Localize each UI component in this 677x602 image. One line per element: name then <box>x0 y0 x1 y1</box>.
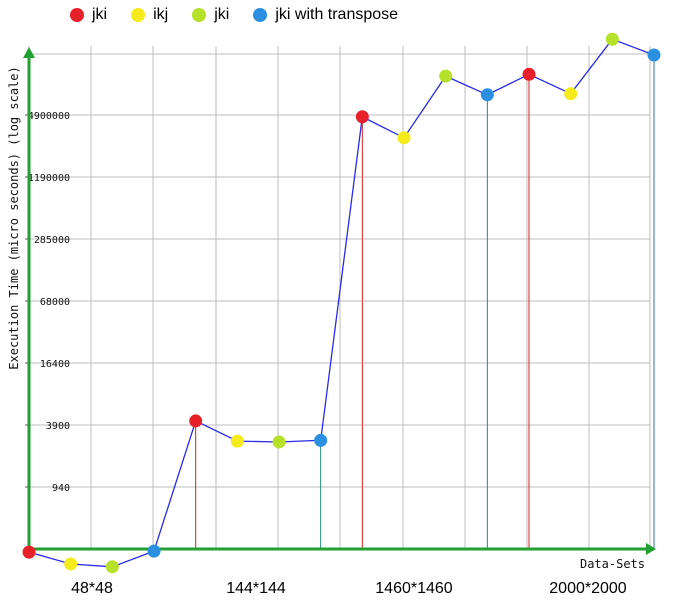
data-point <box>439 69 453 83</box>
legend-label: jki <box>92 6 108 23</box>
data-point <box>105 560 119 574</box>
y-tick-label: 3900 <box>46 421 70 432</box>
data-point <box>480 88 494 102</box>
x-axis-title: Data-Sets <box>580 557 645 571</box>
y-tick-label: 285000 <box>34 235 70 246</box>
y-axis-title: Execution Time (micro seconds) (log scal… <box>7 66 21 369</box>
y-tick-label: 68000 <box>40 297 70 308</box>
legend-label: ikj <box>153 6 169 23</box>
data-point <box>147 544 161 558</box>
series-line <box>28 38 655 568</box>
y-axis-arrow-icon <box>23 47 35 58</box>
legend: jki ikj jki jki with transpose <box>70 6 398 24</box>
legend-item-2: jki <box>192 6 229 24</box>
y-tick-label: 1190000 <box>28 173 70 184</box>
x-axis-arrow-icon <box>646 543 656 555</box>
data-point <box>230 434 244 448</box>
y-tick-label: 940 <box>52 483 70 494</box>
legend-item-3: jki with transpose <box>253 6 398 24</box>
data-point <box>397 131 411 145</box>
data-point <box>564 87 578 101</box>
y-tick-label: 4900000 <box>28 111 70 122</box>
legend-label: jki <box>214 6 230 23</box>
data-point <box>64 557 78 571</box>
data-point <box>189 414 203 428</box>
legend-label: jki with transpose <box>275 6 399 23</box>
legend-item-0: jki <box>70 6 107 24</box>
legend-marker-icon <box>192 8 207 22</box>
data-point <box>605 32 619 46</box>
data-point <box>314 433 328 447</box>
data-point <box>22 545 36 559</box>
category-label: 1460*1460 <box>375 580 453 597</box>
legend-item-1: ikj <box>131 6 168 24</box>
data-point <box>522 67 536 81</box>
category-label: 48*48 <box>71 580 113 597</box>
category-label: 144*144 <box>226 580 286 597</box>
legend-marker-icon <box>253 8 268 22</box>
category-label: 2000*2000 <box>549 580 627 597</box>
data-point <box>355 110 369 124</box>
data-point <box>647 48 661 62</box>
legend-marker-icon <box>70 8 84 22</box>
data-point <box>272 435 286 449</box>
legend-marker-icon <box>131 8 146 22</box>
y-tick-label: 16400 <box>40 359 70 370</box>
